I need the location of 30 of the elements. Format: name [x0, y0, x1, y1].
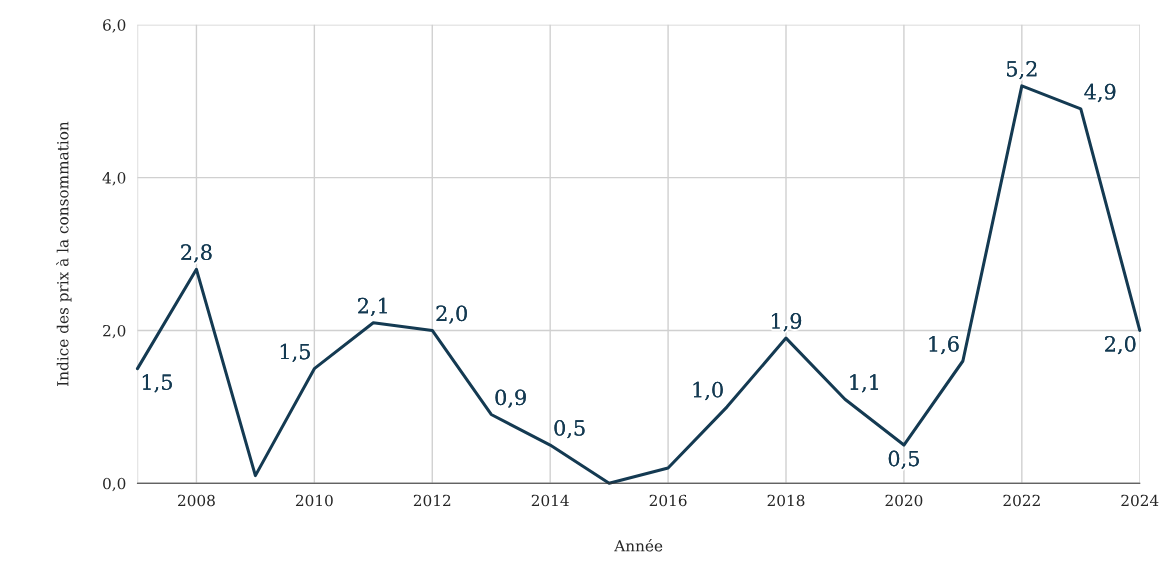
data-label: 4,9 [1084, 83, 1116, 103]
x-tick-label: 2008 [178, 494, 215, 507]
x-tick-label: 2010 [295, 494, 333, 507]
y-tick-label: 0,0 [103, 477, 126, 492]
data-label: 5,2 [1007, 60, 1037, 80]
x-tick-label: 2014 [531, 494, 569, 507]
data-label: 2,0 [436, 305, 467, 324]
y-tick-label: 4,0 [102, 172, 126, 186]
x-tick-label: 2018 [767, 494, 805, 507]
y-tick-label: 6,0 [103, 19, 126, 33]
x-tick-label: 2024 [1121, 494, 1159, 507]
x-tick-label: 2012 [413, 494, 451, 507]
data-label: 1,5 [142, 374, 172, 393]
data-label: 1,9 [771, 313, 802, 332]
data-label: 2,0 [1105, 336, 1136, 355]
data-label: 1,0 [693, 381, 723, 401]
data-label: 0,5 [888, 450, 919, 469]
x-tick-label: 2020 [885, 494, 923, 507]
data-label: 2,1 [358, 297, 387, 317]
y-axis-title: Indice des prix à la consommation [56, 121, 72, 386]
data-label: 1,5 [280, 343, 310, 362]
x-tick-label: 2016 [649, 494, 687, 507]
y-tick-label: 2,0 [103, 324, 126, 339]
x-tick-label: 2022 [1003, 494, 1040, 507]
data-label: 0,9 [495, 389, 526, 408]
data-label: 1,6 [929, 336, 959, 355]
data-label: 2,8 [181, 244, 212, 263]
data-label: 1,1 [850, 374, 879, 393]
data-label: 0,5 [554, 420, 585, 439]
x-axis-title: Année [614, 539, 663, 552]
